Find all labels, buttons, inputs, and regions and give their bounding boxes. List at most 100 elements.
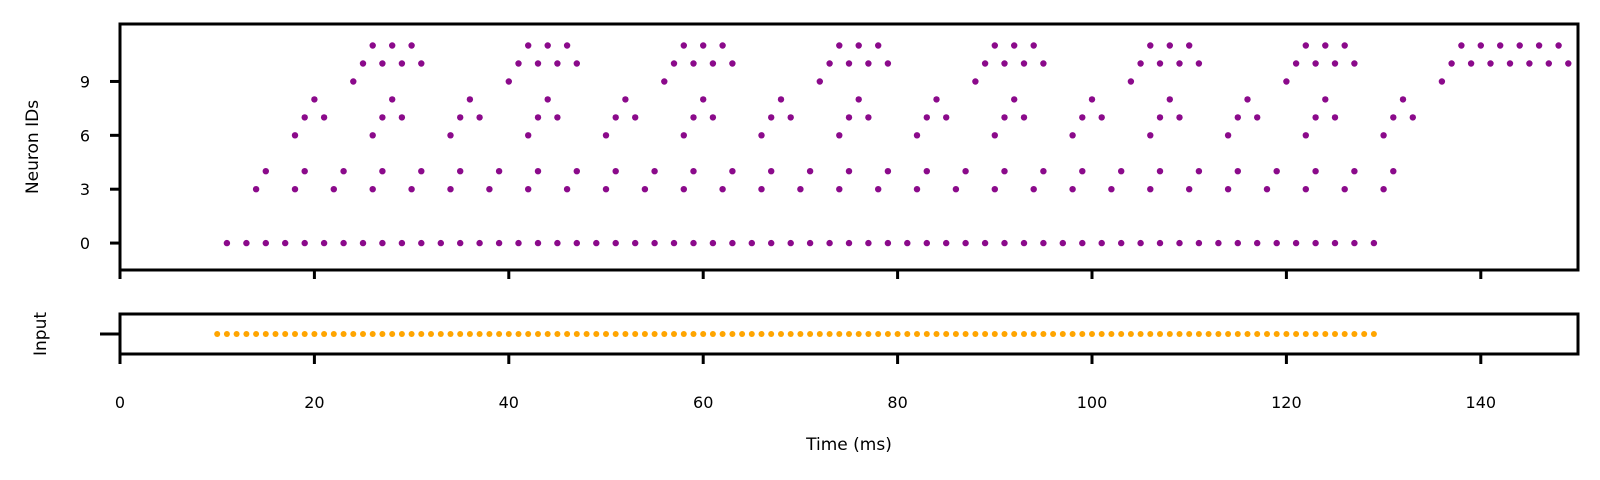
neuron-spike-point [495, 168, 503, 175]
input-spike-point [739, 331, 746, 337]
neuron-spike-point [1341, 42, 1348, 49]
x-tick-label: 40 [499, 393, 519, 412]
neuron-spike-point [777, 96, 785, 103]
input-spike-point [884, 331, 891, 337]
neuron-spike-point [651, 168, 658, 175]
input-spike-point [729, 331, 736, 337]
neuron-spike-point [563, 42, 571, 49]
neuron-spike-point [1195, 60, 1203, 67]
neuron-spike-point [1156, 239, 1164, 247]
input-spike-point [1050, 331, 1057, 337]
neuron-spike-point [690, 60, 697, 67]
input-spike-point [826, 331, 833, 337]
input-spike-point [525, 331, 532, 337]
neuron-spike-point [1011, 96, 1018, 103]
neuron-spike-point [981, 239, 989, 247]
neuron-spike-point [1302, 186, 1310, 193]
neuron-spike-point [320, 114, 328, 121]
neuron-spike-point [1108, 186, 1115, 193]
input-spike-point [1137, 331, 1144, 337]
input-spike-point [1195, 331, 1202, 337]
neuron-spike-point [301, 168, 308, 175]
neuron-spike-point [748, 239, 755, 247]
neuron-spike-point [398, 239, 406, 247]
neuron-spike-point [612, 114, 619, 121]
neuron-spike-point [457, 114, 464, 121]
neuron-spike-point [806, 239, 814, 247]
input-spike-point [350, 331, 357, 337]
neuron-spike-point [1535, 42, 1543, 49]
neuron-spike-point [632, 239, 639, 247]
neuron-spike-point [923, 239, 930, 247]
input-spike-point [748, 331, 755, 337]
x-tick-label: 140 [1466, 393, 1497, 412]
x-tick-label: 120 [1271, 393, 1302, 412]
input-spike-point [612, 331, 619, 337]
neuron-spike-point [1147, 132, 1154, 139]
input-spike-point [1234, 331, 1241, 337]
neuron-spike-point [418, 239, 425, 247]
y-tick-label: 6 [80, 126, 90, 145]
neuron-spike-point [486, 186, 493, 193]
neuron-spike-point [1001, 60, 1008, 67]
neuron-spike-point [515, 60, 522, 67]
neuron-spike-point [466, 96, 474, 103]
neuron-spike-point [923, 168, 930, 175]
x-tick-label: 80 [887, 393, 907, 412]
neuron-spike-point [709, 60, 717, 67]
input-spike-point [641, 331, 648, 337]
input-spike-point [505, 331, 512, 337]
input-spike-point [690, 331, 697, 337]
neuron-spike-point [875, 186, 882, 193]
neuron-spike-point [1118, 168, 1125, 175]
neuron-spike-point [1302, 132, 1310, 139]
neuron-spike-point [1079, 168, 1086, 175]
neuron-spike-point [729, 168, 736, 175]
input-spike-point [1293, 331, 1300, 337]
input-spike-point [807, 331, 814, 337]
input-spike-point [787, 331, 794, 337]
input-spike-point [1021, 331, 1027, 337]
input-spike-point [651, 331, 658, 337]
neuron-spike-point [1516, 42, 1523, 49]
neuron-spike-point [836, 132, 843, 139]
neuron-raster-frame [118, 22, 1580, 272]
input-spike-point [836, 331, 843, 337]
neuron-spike-point [301, 114, 308, 121]
neuron-spike-markers [223, 42, 1572, 247]
neuron-spike-point [758, 132, 765, 139]
neuron-spike-point [845, 239, 853, 247]
neuron-spike-point [884, 168, 892, 175]
time-axis-label: Time (ms) [805, 435, 892, 455]
input-spike-point [1205, 331, 1212, 337]
neuron-spike-point [981, 60, 989, 67]
input-spike-point [1098, 331, 1105, 337]
neuron-spike-point [1098, 239, 1105, 247]
neuron-spike-point [719, 42, 726, 49]
input-spike-point [894, 331, 901, 337]
input-spike-point [1341, 331, 1348, 337]
neuron-spike-point [826, 60, 833, 67]
input-spike-point [1322, 331, 1329, 337]
input-spike-point [797, 331, 804, 337]
y-tick-label: 3 [80, 180, 90, 199]
neuron-spike-point [1040, 60, 1047, 67]
input-spike-point [952, 331, 959, 337]
neuron-spike-point [1147, 186, 1154, 193]
neuron-spike-point [1497, 42, 1504, 49]
input-spike-point [972, 331, 979, 337]
input-spike-point [700, 331, 707, 337]
neuron-spike-point [680, 132, 687, 139]
neuron-spike-point [291, 132, 299, 139]
neuron-spike-point [301, 239, 308, 247]
neuron-spike-point [1030, 186, 1037, 193]
neuron-spike-point [612, 239, 619, 247]
input-axis-label: Input [31, 312, 51, 356]
neuron-spike-point [1322, 42, 1329, 49]
neuron-spike-point [875, 42, 882, 49]
neuron-spike-point [855, 42, 862, 49]
neuron-spike-point [1273, 168, 1280, 175]
neuron-spike-point [369, 42, 376, 49]
neuron-spike-point [379, 239, 386, 247]
input-spike-point [223, 331, 230, 337]
